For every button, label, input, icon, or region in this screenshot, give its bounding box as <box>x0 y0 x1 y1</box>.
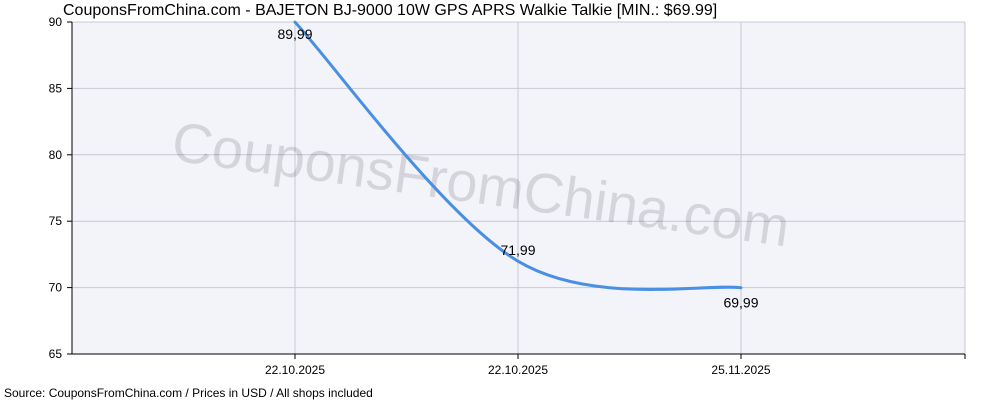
data-label: 69,99 <box>723 295 758 311</box>
x-tick-label: 25.11.2025 <box>711 363 770 377</box>
footer-source: Source: CouponsFromChina.com / Prices in… <box>4 386 373 400</box>
x-tick-label: 22.10.2025 <box>488 363 548 377</box>
y-tick-label: 65 <box>49 347 63 361</box>
x-tick-label: 22.10.2025 <box>265 363 325 377</box>
y-tick-label: 70 <box>49 281 63 295</box>
data-label: 71,99 <box>500 242 535 258</box>
series-layer <box>293 20 743 291</box>
y-tick-label: 75 <box>49 214 63 228</box>
axes: 90 85 80 75 70 65 22.10.2025 22.10.2025 25.11.20… <box>49 15 966 377</box>
chart-title: CouponsFromChina.com - BAJETON BJ-9000 1… <box>63 2 717 19</box>
data-labels: 89,99 71,99 69,99 <box>277 26 758 311</box>
grid-lines <box>72 21 966 355</box>
y-tick-label: 80 <box>49 148 63 162</box>
y-tick-label: 85 <box>49 81 63 95</box>
price-line <box>293 20 743 291</box>
y-tick-label: 90 <box>49 15 63 29</box>
data-label: 89,99 <box>277 26 312 42</box>
